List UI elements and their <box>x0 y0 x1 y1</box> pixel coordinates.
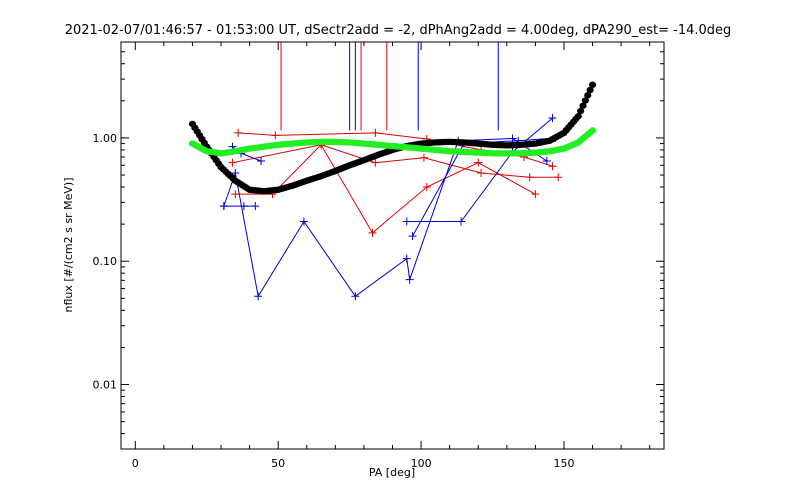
chart-title: 2021-02-07/01:46:57 - 01:53:00 UT, dSect… <box>65 23 732 38</box>
x-tick-label: 50 <box>271 457 285 470</box>
y-tick-label: 0.01 <box>93 379 118 392</box>
x-tick-label: 0 <box>132 457 139 470</box>
y-tick-label: 1.00 <box>93 132 118 145</box>
data-point-blue <box>402 217 411 226</box>
data-point-blue <box>219 202 228 211</box>
data-point-blue <box>548 114 557 123</box>
series-line-blue <box>406 117 553 223</box>
data-point-blue <box>254 292 263 301</box>
data-point-red <box>371 128 380 137</box>
x-tick-label: 150 <box>553 457 574 470</box>
data-point-red <box>422 183 431 192</box>
data-point-blue <box>251 202 260 211</box>
data-point-blue <box>542 157 551 166</box>
data-point-red <box>554 173 563 182</box>
data-point-red <box>368 228 377 237</box>
data-point-red <box>231 190 240 199</box>
y-tick-label: 0.10 <box>93 255 118 268</box>
data-point-blue <box>405 275 414 284</box>
data-point-blue <box>257 157 266 166</box>
data-point-red <box>419 153 428 162</box>
x-axis-label: PA [deg] <box>369 466 415 479</box>
data-point-red <box>531 190 540 199</box>
data-point-red <box>234 128 243 137</box>
data-point-red <box>228 158 237 167</box>
data-point-blue <box>239 202 248 211</box>
data-point-blue <box>351 292 360 301</box>
data-point-blue <box>457 217 466 226</box>
data-point-red <box>548 162 557 171</box>
axis-ticks: 0 50 100 150 0.01 0.10 1.00 <box>93 41 664 470</box>
data-point-blue <box>402 254 411 263</box>
data-point-red <box>271 131 280 140</box>
series-line-blue <box>223 137 548 298</box>
data-point-blue <box>408 232 417 241</box>
data-point-blue <box>299 217 308 226</box>
curve-dot-black <box>586 86 594 94</box>
curve-dot-black <box>588 81 597 88</box>
data-point-red <box>525 173 534 182</box>
curve-dot-black <box>574 113 582 120</box>
curve-dot-black <box>581 97 590 104</box>
data-marks <box>188 42 597 301</box>
curve-dot-green <box>588 127 597 134</box>
x-tick-label: 100 <box>411 457 432 470</box>
curve-dot-black <box>579 102 587 109</box>
data-point-blue <box>231 168 240 177</box>
curve-dot-black <box>584 92 592 99</box>
data-point-red <box>477 168 486 177</box>
y-axis-label: nflux [#/(cm2 s sr MeV)] <box>62 178 75 313</box>
curve-dot-black <box>577 107 585 115</box>
data-point-red <box>474 158 483 167</box>
data-point-red <box>371 158 380 167</box>
